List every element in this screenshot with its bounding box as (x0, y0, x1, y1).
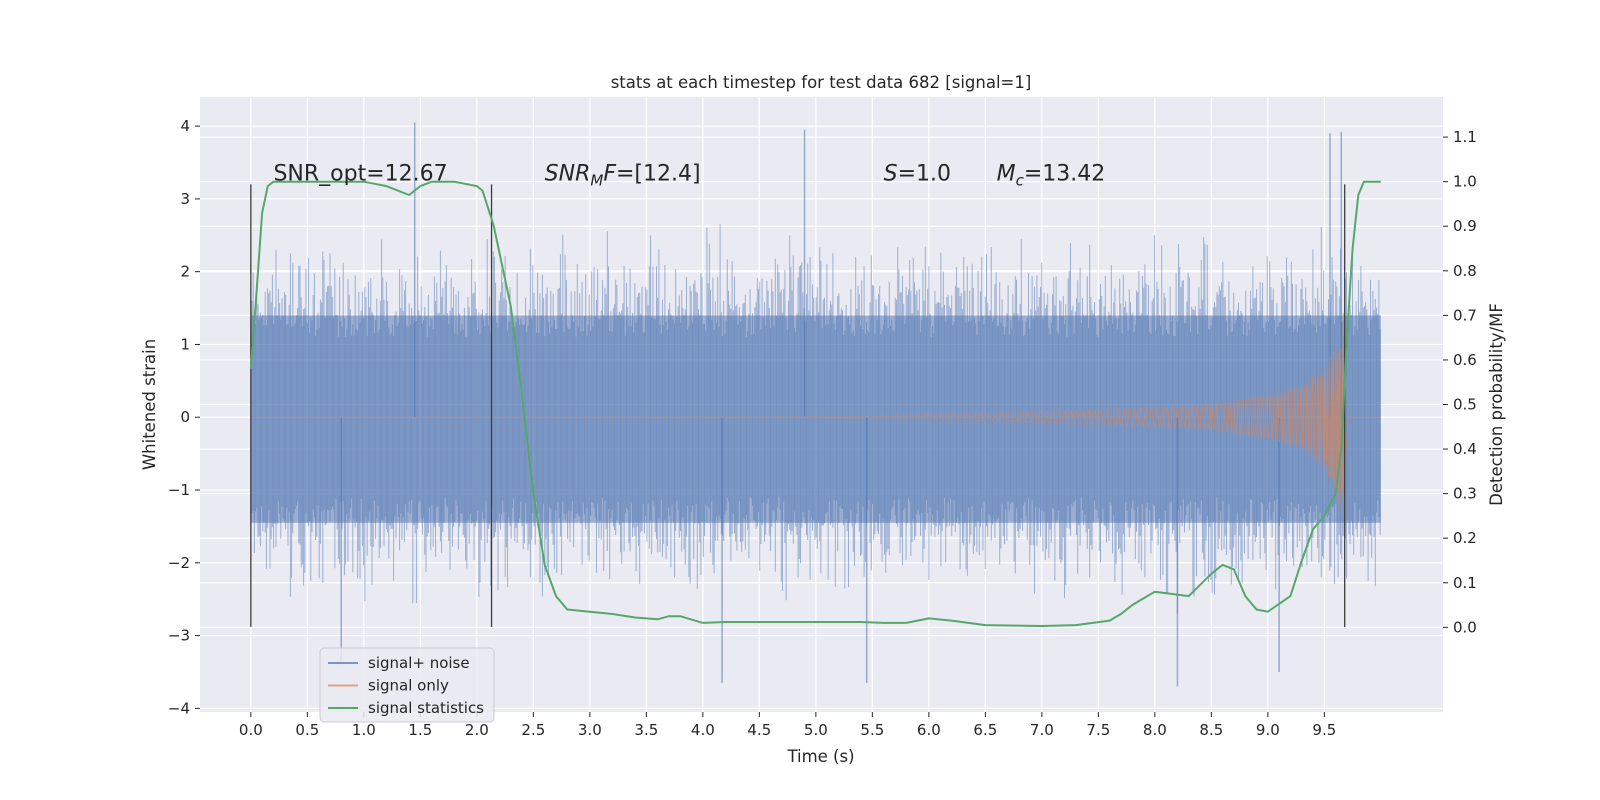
x-tick-label: 3.0 (578, 721, 602, 739)
annotation-part: S (884, 161, 898, 186)
x-tick-label: 3.5 (634, 721, 658, 739)
annotation-part: M (997, 161, 1016, 186)
legend-label: signal statistics (368, 699, 484, 717)
y2-tick-label: 1.1 (1453, 128, 1477, 146)
annotation-part: c (1016, 171, 1025, 189)
y2-tick-label: 0.7 (1453, 306, 1477, 324)
stat-series (249, 180, 1381, 627)
y2-tick-label: 0.9 (1453, 217, 1477, 235)
x-tick-label: 7.5 (1086, 721, 1110, 739)
y-tick-label: 3 (180, 190, 190, 208)
y2-tick-label: 0.6 (1453, 351, 1477, 369)
x-tick-label: 4.0 (691, 721, 715, 739)
x-tick-label: 9.5 (1312, 721, 1336, 739)
y-tick-label: 1 (180, 335, 190, 353)
y-tick-label: −1 (168, 481, 190, 499)
y-tick-label: −4 (168, 699, 190, 717)
signal-statistics-line (249, 180, 1381, 627)
x-axis-label: Time (s) (786, 747, 854, 766)
annotation-text: S=1.0 (884, 161, 951, 186)
x-tick-label: 8.5 (1199, 721, 1223, 739)
axis-ticks: 0.0 0.5 1.0 1.5 2.0 2.5 3.0 3.5 4.0 4.5 5.0 5.5 6.0 6… (168, 117, 1477, 739)
x-tick-label: 1.0 (352, 721, 376, 739)
x-tick-label: 9.0 (1256, 721, 1280, 739)
annotation-part: SNR (545, 161, 591, 186)
x-tick-label: 7.0 (1030, 721, 1054, 739)
y2-tick-label: 0.8 (1453, 262, 1477, 280)
x-tick-label: 2.0 (465, 721, 489, 739)
x-tick-label: 4.5 (747, 721, 771, 739)
y-tick-label: −2 (168, 554, 190, 572)
x-tick-label: 6.0 (917, 721, 941, 739)
annotation-part: M (590, 171, 603, 189)
annotation-part: =[12.4] (616, 161, 701, 186)
x-tick-label: 5.5 (860, 721, 884, 739)
x-tick-label: 5.0 (804, 721, 828, 739)
annotation-part: F (603, 161, 616, 186)
y2-tick-label: 0.2 (1453, 529, 1477, 547)
y2-tick-label: 0.5 (1453, 396, 1477, 414)
x-tick-label: 6.5 (973, 721, 997, 739)
vertical-markers (250, 184, 1346, 627)
y2-tick-label: 0.3 (1453, 485, 1477, 503)
signal-series (250, 312, 1381, 519)
annotation-text: SNR_opt=12.67 (273, 161, 447, 186)
x-tick-label: 8.0 (1143, 721, 1167, 739)
y-tick-label: 2 (180, 263, 190, 281)
y2-tick-label: 0.0 (1453, 618, 1477, 636)
legend-box (319, 647, 495, 723)
y-tick-label: 4 (180, 117, 190, 135)
x-tick-label: 0.5 (295, 721, 319, 739)
y2-tick-label: 0.4 (1453, 440, 1477, 458)
y2-tick-label: 0.1 (1453, 574, 1477, 592)
y-tick-label: 0 (180, 408, 190, 426)
y-tick-label: −3 (168, 627, 190, 645)
annotation-part: SNR_opt=12.67 (273, 161, 447, 186)
y-axis-label: Whitened strain (140, 339, 159, 470)
signal-only-trace (250, 312, 1381, 519)
y2-axis-label: Detection probability/MF (1487, 303, 1506, 506)
annotation-part: =13.42 (1024, 161, 1105, 186)
noise-series (250, 122, 1381, 687)
legend-label: signal only (368, 677, 449, 695)
x-tick-label: 2.5 (521, 721, 545, 739)
chart-title: stats at each timestep for test data 682… (611, 73, 1032, 92)
y2-tick-label: 1.0 (1453, 173, 1477, 191)
legend: signal+ noise signal only signal statistic… (319, 647, 495, 723)
x-tick-label: 0.0 (239, 721, 263, 739)
legend-label: signal+ noise (368, 654, 470, 672)
annotations: SNR_opt=12.67 SNRMF=[12.4] S=1.0 Mc=13.42 (273, 161, 1105, 189)
x-tick-label: 1.5 (408, 721, 432, 739)
annotation-part: =1.0 (898, 161, 951, 186)
annotation-text: Mc=13.42 (997, 161, 1106, 189)
annotation-text: SNRMF=[12.4] (545, 161, 701, 189)
